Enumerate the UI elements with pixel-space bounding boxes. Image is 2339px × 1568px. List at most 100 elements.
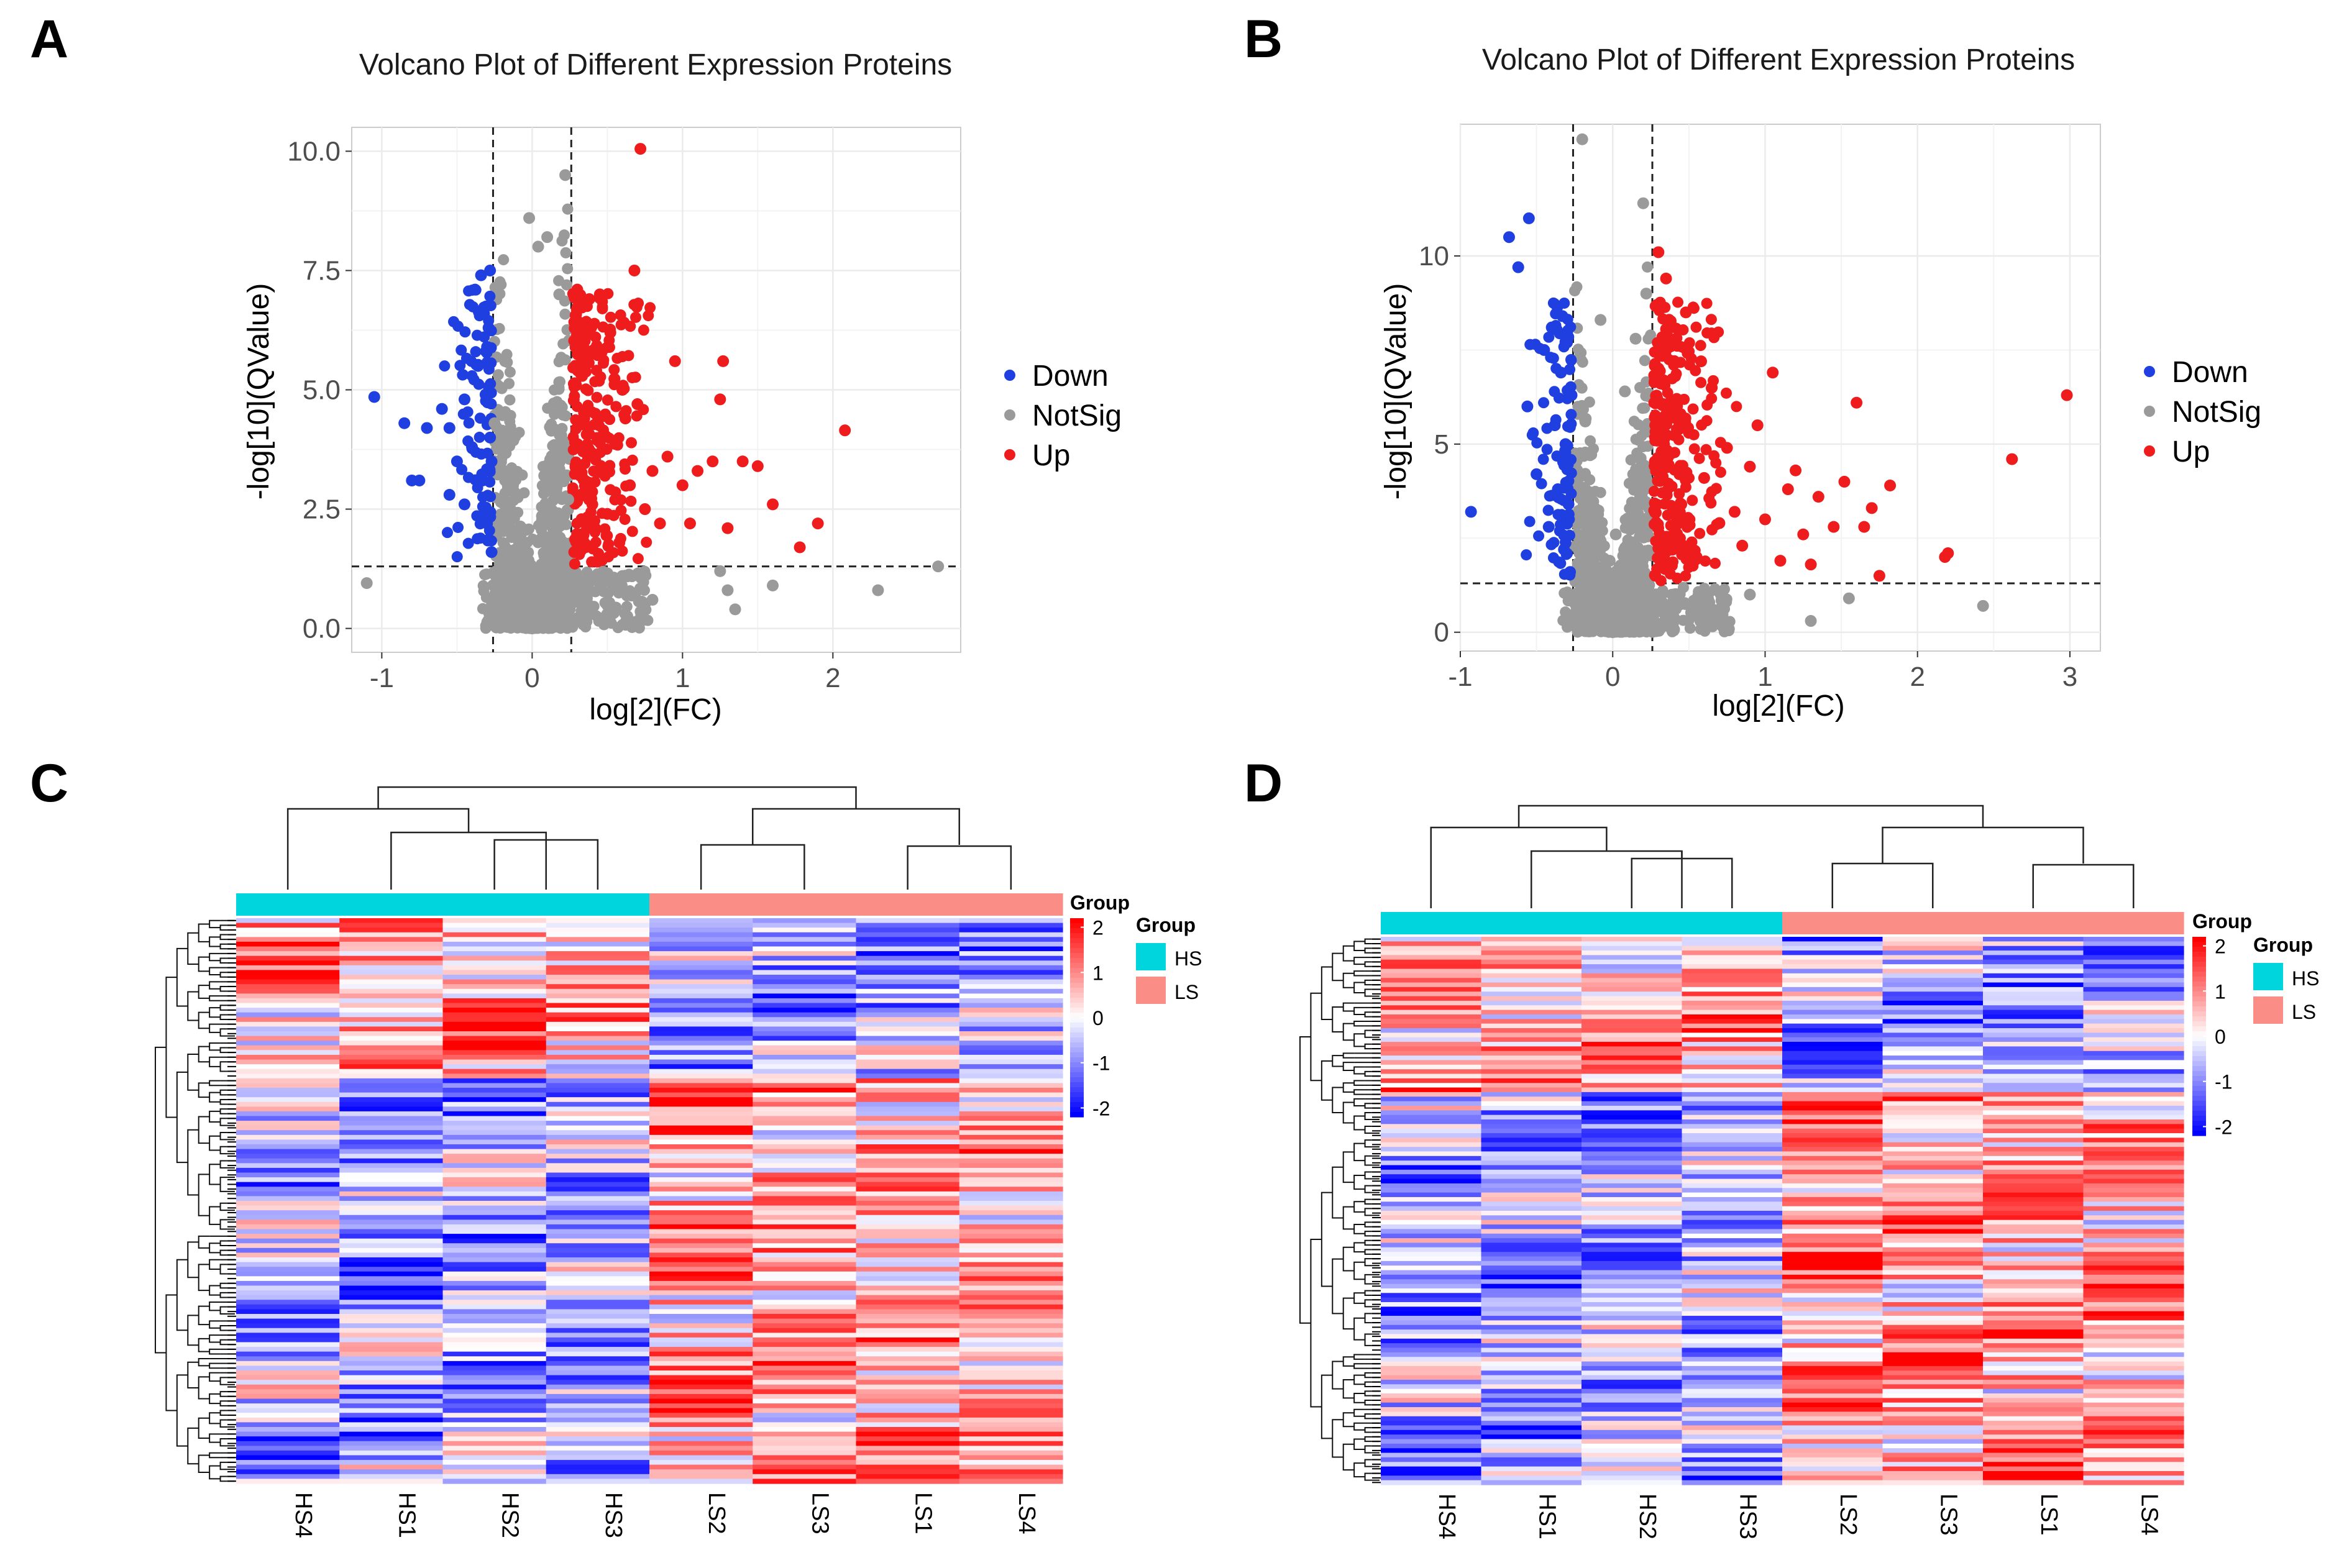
heatmap-cell [236,1427,340,1433]
up-point [590,365,602,376]
down-point [479,388,492,401]
column-label-ls3: LS3 [807,1492,833,1534]
down-point [439,360,451,372]
down-point [1537,454,1549,465]
row-dendro-branch [198,1358,210,1367]
heatmap-cell [339,1469,444,1475]
heatmap-cell [959,1304,1063,1310]
group-annotation-hs [1381,912,1482,934]
heatmap-cell [753,1243,857,1249]
heatmap-cell [959,928,1063,933]
up-point [633,298,644,309]
column-label-hs3: HS3 [600,1492,626,1538]
heatmap-cell [339,1314,444,1320]
up-point [1690,321,1702,333]
heatmap-cell [856,1064,960,1070]
heatmap-cell [649,1125,753,1131]
x-tick-label: 0 [1605,662,1620,692]
heatmap-cell [649,1290,753,1296]
heatmap-cell [959,988,1063,994]
row-dendro-branch [1332,1055,1343,1067]
heatmap-cell [959,923,1063,928]
heatmap-cell [442,946,547,952]
heatmap-cell [649,1295,753,1300]
row-dendro-branch [187,1053,199,1091]
heatmap-cell [442,1464,547,1470]
row-dendro-branch [155,1046,167,1354]
heatmap-cell [442,1059,547,1065]
row-dendro-branch [176,947,188,1007]
row-dendro-branch [1342,1062,1355,1071]
up-point [1687,495,1698,506]
heatmap-cell [649,1243,753,1249]
heatmap-cell [856,1450,960,1456]
heatmap-cell [339,960,444,966]
heatmap-cell [753,1196,857,1201]
heatmap-cell [753,1389,857,1395]
heatmap-cell [959,1031,1063,1037]
heatmap-cell [649,1285,753,1291]
heatmap-cell [236,1125,340,1131]
heatmap-cell [442,1191,547,1197]
heatmap-cell [339,1262,444,1267]
row-dendro-branch [198,1264,210,1292]
row-dendro-branch [209,981,221,990]
heatmap-cell [236,1441,340,1446]
heatmap-cell [546,1304,650,1310]
heatmap-cell [856,1441,960,1446]
heatmap-cell [856,1154,960,1159]
heatmap-cell [546,1469,650,1475]
heatmap-cell [856,1196,960,1201]
heatmap-cell [546,1285,650,1291]
row-dendro-branch [1353,1224,1365,1234]
heatmap-cell [339,1436,444,1442]
down-point [441,527,453,539]
heatmap-cell [546,1097,650,1103]
heatmap-cell [959,1417,1063,1423]
heatmap-cell [442,998,547,1004]
heatmap-cell [649,1464,753,1470]
heatmap-cell [236,1191,340,1197]
heatmap-cell [442,1479,547,1484]
down-point [466,441,478,454]
notsig-point [624,585,636,597]
heatmap-cell [856,975,960,980]
heatmap-cell [856,1167,960,1174]
heatmap-cell [649,1318,753,1324]
heatmap-cell [442,1234,547,1239]
heatmap-cell [959,1393,1063,1400]
heatmap-cell [442,1205,547,1211]
heatmap-cell [649,1455,753,1461]
up-point [1687,403,1699,415]
heatmap-cell [753,1064,857,1070]
notsig-point [537,460,549,472]
heatmap-cell [856,1267,960,1272]
heatmap-cell [649,932,753,937]
up-point [1688,443,1700,455]
group-annotation-ls [649,893,753,916]
row-dendro-branch [209,1412,221,1424]
up-point [684,517,696,530]
row-dendro-branch [219,1202,227,1211]
heatmap-cell [236,965,340,971]
heatmap-cell [442,1243,547,1249]
colorbar-step [1070,1077,1084,1083]
down-point [478,331,490,343]
heatmap-cell [649,1450,753,1456]
row-dendro-branch [219,1061,227,1072]
heatmap-cell [339,1446,444,1451]
heatmap-cell [339,1064,444,1070]
row-dendro-branch [198,1454,210,1473]
row-dendro-branch [1364,1103,1372,1109]
heatmap-cell [649,1008,753,1013]
heatmap-cell [649,1088,753,1093]
heatmap-cell [649,1280,753,1287]
notsig-point [1744,588,1756,601]
heatmap-cell [236,1408,340,1413]
heatmap-cell [546,1078,650,1084]
row-dendro-branch [219,1108,227,1114]
heatmap-cell [959,960,1063,966]
heatmap-cell [649,1333,753,1338]
up-point [1782,483,1794,496]
